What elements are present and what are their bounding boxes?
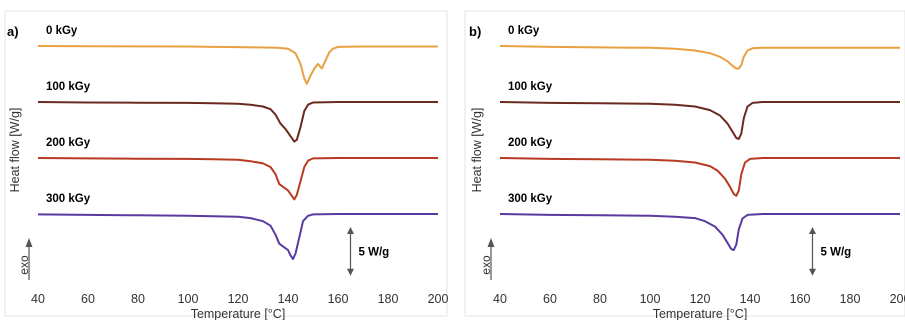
series-line-0-kgy	[499, 45, 900, 70]
x-tick-label: 40	[31, 292, 45, 306]
x-axis-label: Temperature [°C]	[191, 307, 286, 320]
series-label: 0 kGy	[508, 25, 540, 37]
series-line-100-kgy	[37, 101, 438, 143]
series-label: 200 kGy	[508, 137, 553, 149]
x-tick-label: 80	[131, 292, 145, 306]
exo-label: exo	[479, 255, 493, 275]
series-line-200-kgy	[499, 157, 900, 197]
series-label: 100 kGy	[46, 81, 91, 93]
series-label: 100 kGy	[508, 81, 553, 93]
series-label: 300 kGy	[46, 193, 91, 205]
panel-b: b) 0 kGy 100 kGy 200 kGy 300 kGy 40 60 80 100 120…	[464, 10, 905, 320]
scale-bar-arrow-bottom	[809, 268, 816, 276]
series-line-200-kgy	[37, 157, 438, 201]
panel-frame	[464, 10, 905, 317]
series-label: 300 kGy	[508, 193, 553, 205]
exo-label: exo	[17, 255, 31, 275]
scale-bar-arrow-bottom	[347, 268, 354, 276]
scale-bar-label: 5 W/g	[359, 246, 390, 258]
series-line-300-kgy	[37, 213, 438, 260]
exo-arrow-head	[487, 238, 495, 247]
y-axis-label: Heat flow [W/g]	[8, 108, 22, 193]
x-tick-label: 40	[493, 292, 507, 306]
panel-label: b)	[469, 24, 481, 39]
x-tick-label: 100	[640, 292, 661, 306]
series-label: 0 kGy	[46, 25, 78, 37]
series-label: 200 kGy	[46, 137, 91, 149]
scale-bar-arrow-top	[809, 227, 816, 234]
series-line-100-kgy	[499, 101, 900, 140]
x-tick-label: 160	[790, 292, 811, 306]
x-tick-label: 140	[278, 292, 299, 306]
x-tick-label: 60	[543, 292, 557, 306]
x-tick-label: 180	[378, 292, 399, 306]
exo-arrow-head	[25, 238, 33, 247]
y-axis-label: Heat flow [W/g]	[470, 108, 484, 193]
x-tick-label: 200	[428, 292, 449, 306]
x-tick-label: 160	[328, 292, 349, 306]
scale-bar-arrow-top	[347, 227, 354, 234]
series-line-0-kgy	[37, 45, 438, 85]
x-tick-label: 140	[740, 292, 761, 306]
panel-a: a) 0 kGy 100 kGy 200 kGy 300 kGy 40 60 80 100 120…	[4, 10, 449, 320]
x-tick-label: 120	[228, 292, 249, 306]
x-tick-label: 180	[840, 292, 861, 306]
x-tick-label: 80	[593, 292, 607, 306]
panel-label: a)	[7, 24, 19, 39]
panel-frame	[4, 10, 448, 317]
x-tick-label: 60	[81, 292, 95, 306]
x-tick-label: 200	[890, 292, 905, 306]
x-axis-label: Temperature [°C]	[653, 307, 748, 320]
x-tick-label: 100	[178, 292, 199, 306]
x-tick-label: 120	[690, 292, 711, 306]
series-line-300-kgy	[499, 213, 900, 251]
scale-bar-label: 5 W/g	[821, 246, 852, 258]
